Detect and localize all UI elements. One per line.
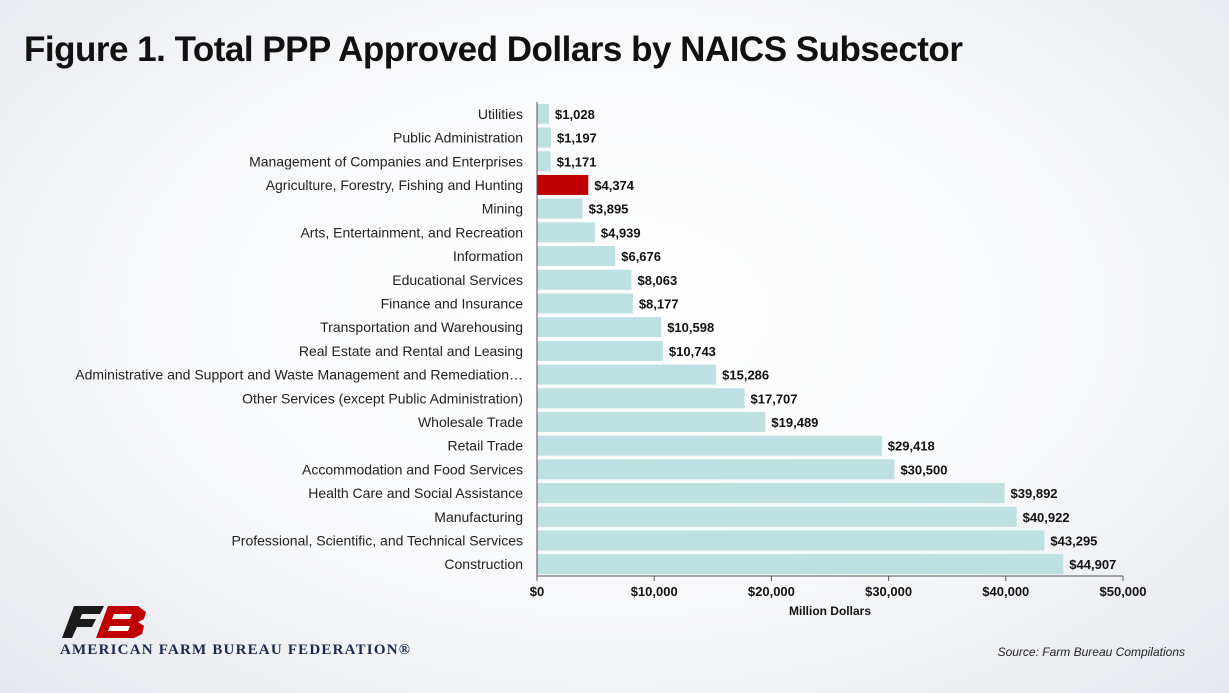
category-label: Manufacturing (434, 509, 523, 525)
category-label: Wholesale Trade (418, 414, 523, 430)
x-tick-label: $20,000 (748, 584, 795, 599)
category-label: Other Services (except Public Administra… (242, 390, 523, 406)
chart-title: Figure 1. Total PPP Approved Dollars by … (24, 30, 963, 69)
category-label: Health Care and Social Assistance (308, 485, 523, 501)
data-label: $3,895 (589, 202, 629, 217)
data-label: $30,500 (900, 462, 947, 477)
category-label: Educational Services (392, 272, 523, 288)
bar (537, 388, 745, 409)
data-label: $1,028 (555, 107, 595, 122)
bar (537, 269, 632, 290)
bar (537, 483, 1005, 504)
category-label: Administrative and Support and Waste Man… (75, 367, 523, 383)
data-label: $15,286 (722, 368, 769, 383)
category-label: Real Estate and Rental and Leasing (299, 343, 523, 359)
bar (537, 530, 1045, 551)
data-label: $39,892 (1011, 486, 1058, 501)
x-tick-label: $40,000 (982, 584, 1029, 599)
category-label: Management of Companies and Enterprises (249, 153, 523, 169)
source-note: Source: Farm Bureau Compilations (997, 645, 1185, 659)
x-axis-title: Million Dollars (789, 604, 871, 618)
data-label: $10,598 (667, 320, 714, 335)
category-label: Retail Trade (448, 438, 524, 454)
data-label: $4,374 (594, 178, 635, 193)
data-label: $8,177 (639, 296, 679, 311)
bar (537, 435, 882, 456)
data-label: $6,676 (621, 249, 661, 264)
data-label: $1,197 (557, 131, 597, 146)
data-label: $44,907 (1069, 557, 1116, 572)
bar (537, 411, 766, 432)
bar (537, 174, 589, 195)
category-label: Mining (482, 201, 523, 217)
data-label: $40,922 (1023, 510, 1070, 525)
fb-logo-icon (62, 606, 146, 638)
bar (537, 198, 583, 219)
bar (537, 459, 895, 480)
data-label: $17,707 (751, 391, 798, 406)
category-label: Professional, Scientific, and Technical … (231, 532, 523, 548)
bar (537, 151, 551, 172)
category-label: Arts, Entertainment, and Recreation (300, 224, 523, 240)
data-label: $10,743 (669, 344, 716, 359)
x-tick-label: $30,000 (865, 584, 912, 599)
data-label: $29,418 (888, 439, 935, 454)
x-tick-label: $50,000 (1100, 584, 1147, 599)
bar (537, 317, 662, 338)
bar (537, 364, 717, 385)
bar (537, 246, 616, 267)
bar (537, 127, 552, 148)
bar (537, 554, 1064, 575)
category-label: Accommodation and Food Services (302, 461, 523, 477)
x-tick-label: $10,000 (631, 584, 678, 599)
data-label: $4,939 (601, 225, 641, 240)
data-label: $8,063 (637, 273, 677, 288)
x-tick-label: $0 (530, 584, 544, 599)
data-label: $43,295 (1050, 533, 1097, 548)
category-label: Information (453, 248, 523, 264)
bar (537, 103, 550, 124)
data-label: $1,171 (557, 154, 597, 169)
category-label: Finance and Insurance (381, 295, 524, 311)
data-label: $19,489 (771, 415, 818, 430)
organization-name: AMERICAN FARM BUREAU FEDERATION® (60, 642, 412, 658)
category-label: Transportation and Warehousing (320, 319, 523, 335)
category-label: Utilities (478, 106, 523, 122)
bar (537, 340, 663, 361)
bar (537, 222, 595, 243)
bar (537, 506, 1017, 527)
bar (537, 293, 633, 314)
category-label: Agriculture, Forestry, Fishing and Hunti… (266, 177, 523, 193)
category-label: Public Administration (393, 130, 523, 146)
category-label: Construction (444, 556, 523, 572)
